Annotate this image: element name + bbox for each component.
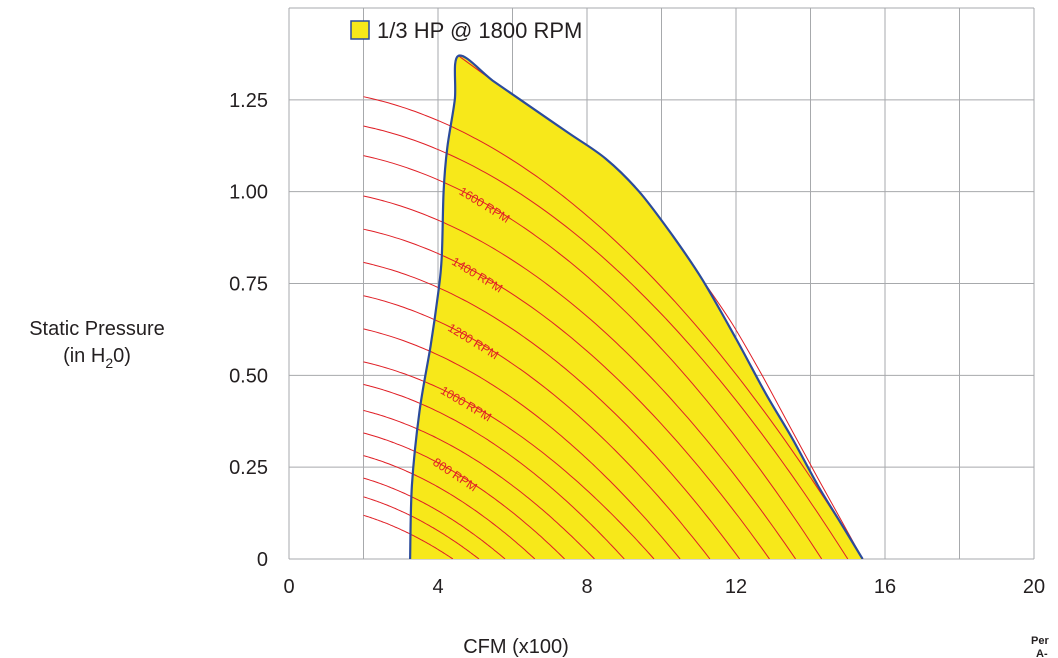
x-tick-label: 20 xyxy=(1023,576,1045,598)
x-tick-label: 0 xyxy=(283,576,294,598)
y-tick-label: 0.25 xyxy=(229,457,268,479)
x-tick-label: 4 xyxy=(432,576,443,598)
y-tick-label: 1.25 xyxy=(229,90,268,112)
rpm-curve-1400 xyxy=(363,228,770,559)
legend: 1/3 HP @ 1800 RPM xyxy=(350,18,582,43)
y-axis-title-line2: (in H20) xyxy=(63,345,131,371)
legend-label: 1/3 HP @ 1800 RPM xyxy=(377,18,582,43)
rpm-curve-650 xyxy=(363,496,480,559)
y-tick-label: 0.75 xyxy=(229,274,268,296)
rpm-curve-1300 xyxy=(363,261,741,559)
y-tick-label: 0 xyxy=(257,549,268,571)
corner-note-line1: Per xyxy=(1031,635,1049,647)
rpm-curve-700 xyxy=(363,477,506,559)
rpm-curve-1500 xyxy=(363,195,797,559)
rpm-curve-800 xyxy=(363,432,565,559)
rpm-curve-600 xyxy=(363,514,454,559)
rpm-curve-1700 xyxy=(363,125,849,559)
y-axis-title-line1: Static Pressure xyxy=(29,318,165,340)
y-tick-label: 1.00 xyxy=(229,182,268,204)
legend-swatch xyxy=(350,20,370,40)
rpm-curve-1200 xyxy=(363,295,711,559)
x-tick-label: 12 xyxy=(725,576,747,598)
rpm-curves xyxy=(363,55,864,559)
envelope-fill-area xyxy=(410,55,863,559)
rpm-curve-950 xyxy=(363,383,625,559)
x-tick-label: 16 xyxy=(874,576,896,598)
envelope-outline xyxy=(409,54,864,559)
x-tick-label: 8 xyxy=(581,576,592,598)
tick-labels: 0 4 8 12 16 20 0 0.25 0.50 0.75 1.00 1.25 xyxy=(229,90,1045,598)
rpm-curve-1600 xyxy=(363,155,823,559)
rpm-curve-1100 xyxy=(363,328,681,559)
rpm-curve-1000 xyxy=(363,361,655,559)
y-tick-label: 0.50 xyxy=(229,365,268,387)
rpm-curve-900 xyxy=(363,409,595,559)
rpm-curve-750 xyxy=(363,455,536,559)
rpm-curve-1750 xyxy=(363,96,864,559)
operating-envelope xyxy=(363,54,864,559)
corner-note-line2: A- xyxy=(1036,648,1048,658)
x-axis-title: CFM (x100) xyxy=(463,636,569,658)
